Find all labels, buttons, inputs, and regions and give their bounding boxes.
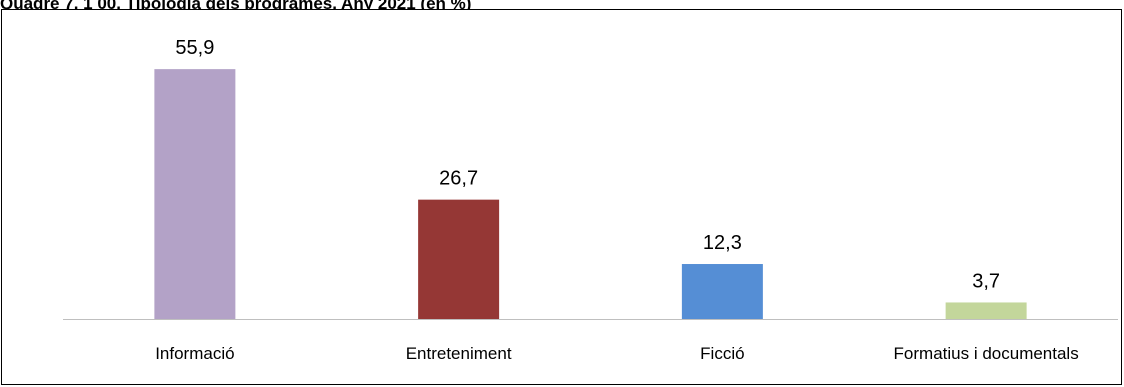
value-label-formatius-i-documentals: 3,7 xyxy=(972,270,1000,292)
value-label-ficcio: 12,3 xyxy=(703,232,742,254)
category-labels-group: Informació Entreteniment Ficció Formatius i… xyxy=(155,344,1079,363)
bar-chart: 55,9 26,7 12,3 3,7 Informació Entreteniment F… xyxy=(63,37,1118,363)
bar-formatius-i-documentals xyxy=(945,302,1027,319)
chart-frame: 55,9 26,7 12,3 3,7 Informació Entreteniment F… xyxy=(1,9,1122,385)
bars-group xyxy=(154,69,1027,319)
bar-informacio xyxy=(154,69,236,319)
category-label-formatius-i-documentals: Formatius i documentals xyxy=(894,344,1079,363)
value-label-informacio: 55,9 xyxy=(175,37,214,59)
category-label-entreteniment: Entreteniment xyxy=(406,344,512,363)
bar-entreteniment xyxy=(418,199,500,319)
category-label-informacio: Informació xyxy=(155,344,234,363)
value-label-entreteniment: 26,7 xyxy=(439,168,478,190)
category-label-ficcio: Ficció xyxy=(700,344,744,363)
bar-ficcio xyxy=(681,264,763,319)
value-labels-group: 55,9 26,7 12,3 3,7 xyxy=(175,37,1000,292)
